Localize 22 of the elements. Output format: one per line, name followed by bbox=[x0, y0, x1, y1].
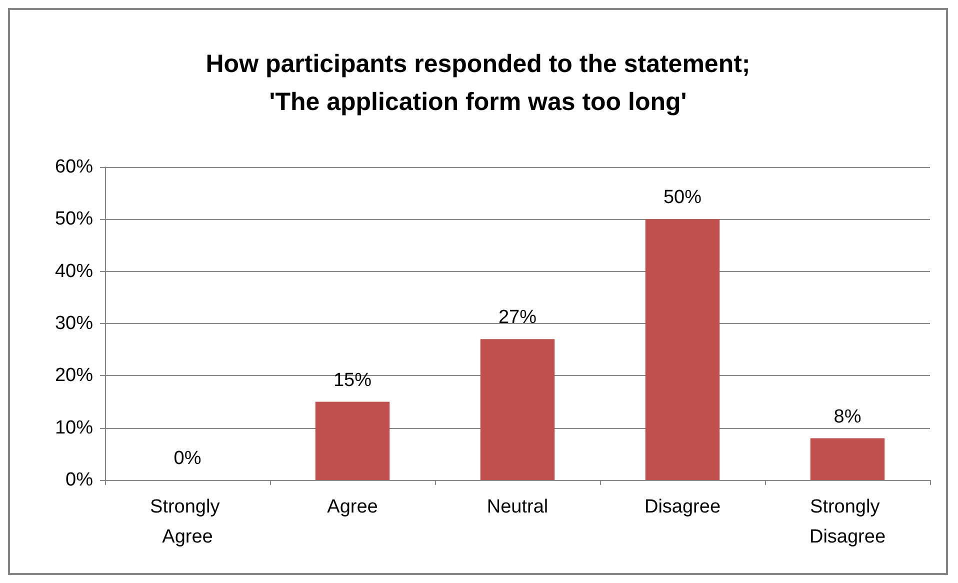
data-label: 8% bbox=[834, 406, 862, 428]
bar bbox=[645, 219, 720, 480]
x-tick-label: Neutral bbox=[486, 496, 548, 518]
x-tick-label: Disagree bbox=[644, 496, 721, 518]
bar bbox=[810, 438, 885, 480]
chart-title: How participants responded to the statement; 'The application form was too long' bbox=[206, 50, 750, 116]
y-tick-label: 0% bbox=[66, 470, 94, 490]
y-tick-label: 20% bbox=[54, 365, 94, 386]
y-tick-label: 50% bbox=[54, 208, 94, 230]
data-label: 15% bbox=[333, 370, 372, 391]
x-tick-label: Agree bbox=[327, 496, 378, 518]
x-tick-label: Strongly Agree bbox=[150, 496, 225, 548]
y-tick-label: 60% bbox=[54, 156, 94, 178]
data-label: 50% bbox=[663, 187, 702, 208]
bar bbox=[480, 339, 555, 480]
y-tick-label: 10% bbox=[54, 417, 94, 438]
data-label: 0% bbox=[174, 448, 202, 469]
bar bbox=[315, 402, 390, 480]
data-label: 27% bbox=[498, 307, 537, 328]
y-tick-label: 40% bbox=[54, 260, 94, 282]
y-tick-label: 30% bbox=[54, 313, 94, 334]
x-tick-label: Strongly Disagree bbox=[809, 496, 886, 548]
